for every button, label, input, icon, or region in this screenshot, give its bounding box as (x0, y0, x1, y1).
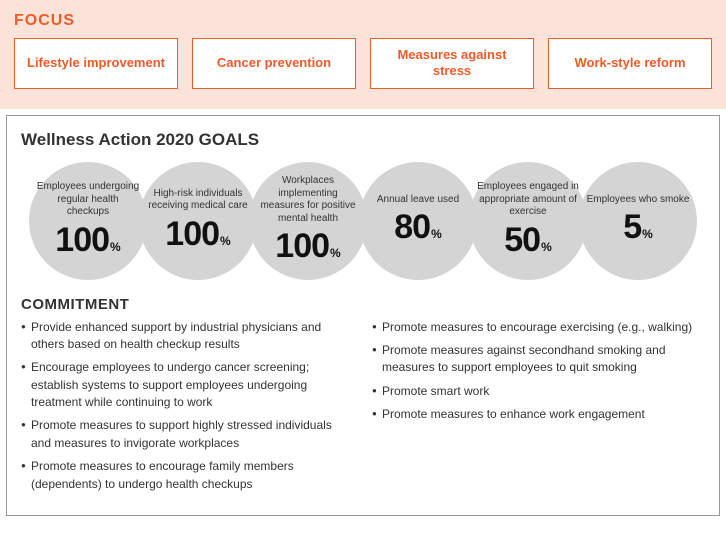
goal-unit: % (431, 227, 442, 241)
goal-value-wrap: 50 % (504, 221, 552, 260)
focus-box: Lifestyle improvement (14, 38, 178, 89)
goal-label: High-risk individuals receiving medical … (146, 188, 250, 213)
focus-boxes: Lifestyle improvement Cancer prevention … (14, 38, 712, 89)
focus-section: FOCUS Lifestyle improvement Cancer preve… (0, 0, 726, 109)
goals-section: Wellness Action 2020 GOALS Employees und… (6, 115, 720, 517)
goal-value: 100 (275, 227, 329, 266)
goal-label: Annual leave used (377, 194, 459, 207)
goal-unit: % (220, 234, 231, 248)
goal-value-wrap: 100 % (165, 215, 230, 254)
focus-box: Cancer prevention (192, 38, 356, 89)
focus-box: Work-style reform (548, 38, 712, 89)
goal-label: Employees engaged in appropriate amount … (476, 181, 580, 219)
commitment-item: Promote smart work (372, 383, 705, 400)
goal-value: 80 (394, 208, 430, 247)
commitment-item: Promote measures to encourage family mem… (21, 458, 354, 493)
focus-box: Measures against stress (370, 38, 534, 89)
goal-value-wrap: 5 % (623, 208, 653, 247)
goal-circle: Employees who smoke 5 % (579, 162, 697, 280)
commitment-item: Promote measures to enhance work engagem… (372, 406, 705, 423)
commitment-item: Promote measures to encourage exercising… (372, 319, 705, 336)
commitment-item: Promote measures against secondhand smok… (372, 342, 705, 377)
goal-unit: % (110, 240, 121, 254)
goal-unit: % (541, 240, 552, 254)
commitment-col-left: Provide enhanced support by industrial p… (21, 319, 354, 500)
goal-value: 100 (55, 221, 109, 260)
goal-circle: Employees undergoing regular health chec… (29, 162, 147, 280)
commitment-columns: Provide enhanced support by industrial p… (21, 319, 705, 500)
goal-value: 50 (504, 221, 540, 260)
focus-title: FOCUS (14, 12, 712, 30)
goal-unit: % (330, 246, 341, 260)
goal-circle: Annual leave used 80 % (359, 162, 477, 280)
goal-circle: Employees engaged in appropriate amount … (469, 162, 587, 280)
goal-label: Workplaces implementing measures for pos… (256, 175, 360, 225)
goals-title: Wellness Action 2020 GOALS (21, 130, 705, 150)
goal-label: Employees who smoke (587, 194, 690, 207)
goal-value-wrap: 100 % (275, 227, 340, 266)
commitment-item: Encourage employees to undergo cancer sc… (21, 359, 354, 411)
goal-value-wrap: 80 % (394, 208, 442, 247)
goal-circle: High-risk individuals receiving medical … (139, 162, 257, 280)
commitment-col-right: Promote measures to encourage exercising… (372, 319, 705, 500)
goal-value-wrap: 100 % (55, 221, 120, 260)
goal-label: Employees undergoing regular health chec… (36, 181, 140, 219)
goal-unit: % (642, 227, 653, 241)
commitment-item: Provide enhanced support by industrial p… (21, 319, 354, 354)
commitment-title: COMMITMENT (21, 296, 705, 313)
goal-value: 100 (165, 215, 219, 254)
goal-circle: Workplaces implementing measures for pos… (249, 162, 367, 280)
goal-circles-row: Employees undergoing regular health chec… (21, 162, 705, 280)
goal-value: 5 (623, 208, 641, 247)
commitment-item: Promote measures to support highly stres… (21, 417, 354, 452)
